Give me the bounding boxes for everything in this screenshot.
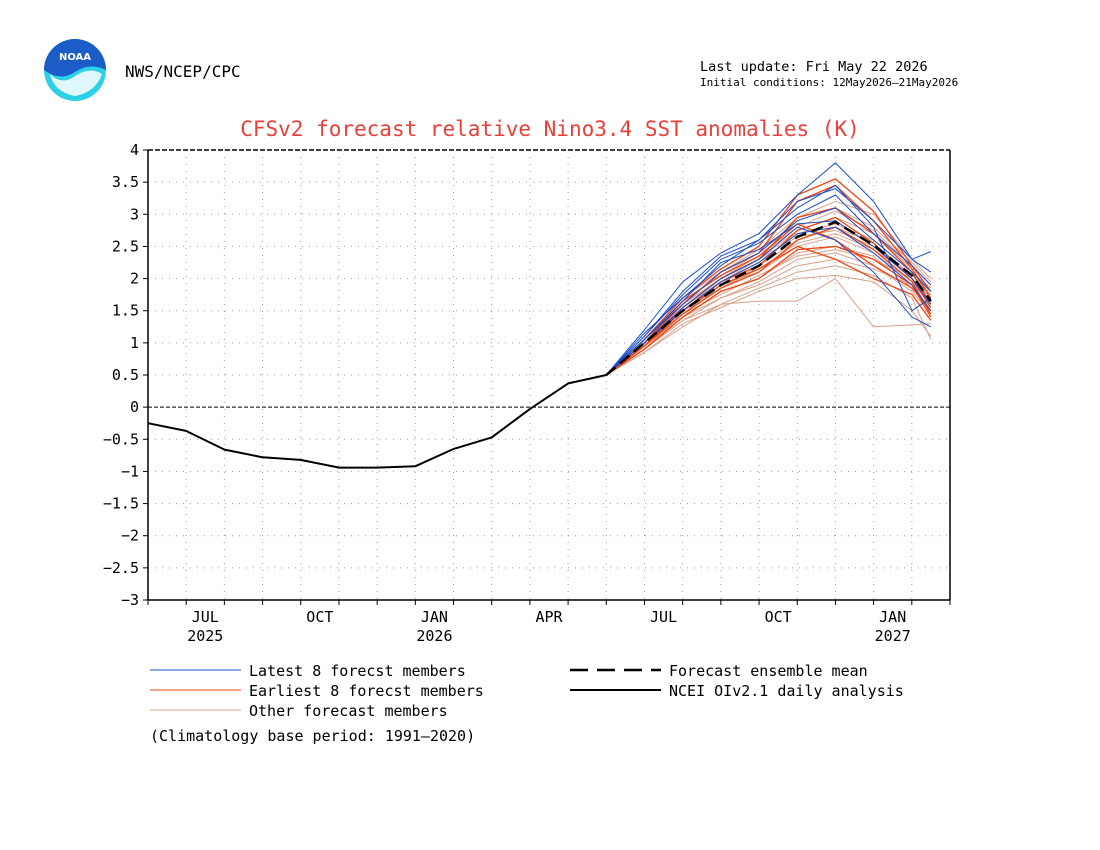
other-member-line bbox=[606, 274, 932, 376]
y-tick-label: 0.5 bbox=[112, 366, 139, 384]
other-member-line bbox=[606, 249, 932, 376]
legend-label-other: Other forecast members bbox=[249, 702, 448, 720]
y-tick-label: −2.5 bbox=[103, 559, 139, 577]
last-update-label: Last update: Fri May 22 2026 bbox=[700, 59, 928, 75]
other-member-line bbox=[606, 278, 931, 376]
other-member-line bbox=[606, 252, 932, 376]
y-tick-label: −0.5 bbox=[103, 430, 139, 448]
observed-series bbox=[147, 374, 607, 469]
noaa-logo: NOAA bbox=[44, 39, 106, 101]
y-tick-label: 3.5 bbox=[112, 173, 139, 191]
latest-member-line bbox=[605, 194, 932, 376]
initial-conditions-label: Initial conditions: 12May2026—21May2026 bbox=[700, 76, 958, 89]
x-tick-year-label: 2026 bbox=[416, 627, 452, 645]
x-tick-label: JAN bbox=[879, 608, 906, 626]
chart-title: CFSv2 forecast relative Nino3.4 SST anom… bbox=[240, 117, 860, 141]
y-tick-label: −3 bbox=[121, 591, 139, 609]
y-tick-label: −1.5 bbox=[103, 495, 139, 513]
x-tick-year-label: 2025 bbox=[187, 627, 223, 645]
legend-label-earliest: Earliest 8 forecst members bbox=[249, 682, 484, 700]
x-tick-label: JUL bbox=[650, 608, 677, 626]
legend-label-latest: Latest 8 forecst members bbox=[249, 662, 466, 680]
y-tick-label: −1 bbox=[121, 462, 139, 480]
legend-label-mean: Forecast ensemble mean bbox=[669, 662, 868, 680]
earliest-member-line bbox=[605, 245, 932, 376]
y-tick-label: 2.5 bbox=[112, 237, 139, 255]
observed-line bbox=[147, 374, 607, 469]
x-tick-year-label: 2027 bbox=[875, 627, 911, 645]
x-tick-label: OCT bbox=[306, 608, 333, 626]
grid-lines bbox=[148, 150, 950, 600]
y-tick-label: 1 bbox=[130, 334, 139, 352]
latest-member-line bbox=[605, 220, 932, 376]
ensemble-mean-series bbox=[605, 220, 932, 376]
legend-label-observed: NCEI OIv2.1 daily analysis bbox=[669, 682, 904, 700]
noaa-logo-text: NOAA bbox=[59, 52, 91, 63]
latest-member-line bbox=[605, 162, 931, 376]
x-tick-label: JUL bbox=[192, 608, 219, 626]
y-tick-label: −2 bbox=[121, 527, 139, 545]
x-tick-label: OCT bbox=[765, 608, 792, 626]
y-tick-label: 4 bbox=[130, 141, 139, 159]
ensemble-mean-line bbox=[605, 220, 932, 376]
y-axis-ticks: 4 3.5 3 2.5 2 1.5 1 0.5 0 −0.5 −1 −1.5 −2 −2.5 −3 bbox=[103, 141, 148, 609]
agency-label: NWS/NCEP/CPC bbox=[125, 62, 241, 81]
x-tick-label: APR bbox=[535, 608, 563, 626]
legend: Latest 8 forecst members Earliest 8 fore… bbox=[150, 662, 904, 745]
y-tick-label: 0 bbox=[130, 398, 139, 416]
other-members-series bbox=[605, 200, 932, 376]
latest-members-series bbox=[605, 162, 932, 376]
climatology-note: (Climatology base period: 1991—2020) bbox=[150, 727, 475, 745]
earliest-member-line bbox=[605, 226, 932, 376]
y-tick-label: 2 bbox=[130, 270, 139, 288]
y-tick-label: 3 bbox=[130, 205, 139, 223]
plot-frame bbox=[147, 149, 951, 601]
earliest-member-line bbox=[605, 184, 932, 376]
x-tick-label: JAN bbox=[421, 608, 448, 626]
y-tick-label: 1.5 bbox=[112, 302, 139, 320]
